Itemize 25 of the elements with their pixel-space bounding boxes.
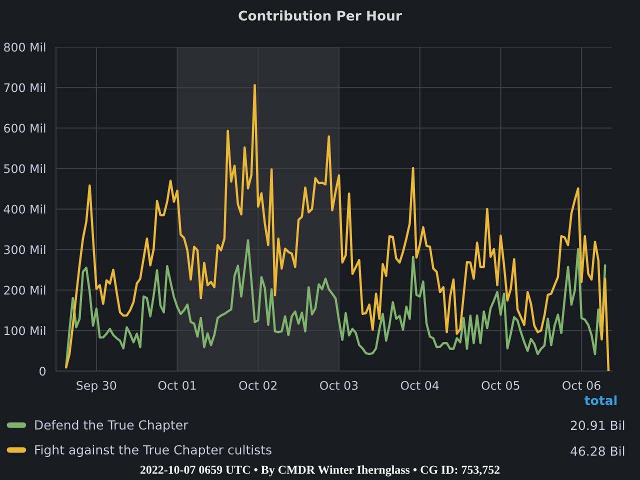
- legend-label: Defend the True Chapter: [35, 420, 188, 432]
- y-tick-label: 0: [40, 366, 46, 376]
- line-series: [64, 84, 610, 372]
- x-tick-label: Oct 02: [239, 380, 277, 390]
- line-series: [64, 239, 606, 369]
- text: 20.91 Bil: [570, 420, 624, 430]
- chart-title: Contribution Per Hour: [238, 10, 402, 21]
- y-tick-label: 400 Mil: [4, 204, 46, 214]
- legend-label: Fight against the True Chapter cultists: [35, 444, 272, 457]
- y-tick-label: 200 Mil: [4, 286, 46, 295]
- y-tick-label: 100 Mil: [4, 326, 46, 336]
- text: 2022-10-07 0659 UTC • By CMDR Winter Ihernglass • CG ID: 753,752: [140, 465, 500, 476]
- y-tick-label: 500 Mil: [4, 164, 46, 174]
- x-tick-label: Oct 01: [158, 380, 196, 390]
- x-tick-label: Oct 03: [320, 380, 358, 390]
- text: total: [584, 395, 617, 406]
- y-tick-label: 800 Mil: [4, 42, 46, 52]
- x-tick-label: Oct 04: [400, 380, 439, 390]
- y-tick-label: 300 Mil: [4, 245, 46, 254]
- text: 46.28 Bil: [570, 446, 624, 456]
- y-tick-label: 600 Mil: [4, 124, 46, 133]
- y-tick-label: 700 Mil: [4, 83, 46, 92]
- x-tick-label: Oct 06: [562, 380, 600, 390]
- x-tick-label: Sep 30: [76, 380, 116, 392]
- x-tick-label: Oct 05: [482, 380, 520, 390]
